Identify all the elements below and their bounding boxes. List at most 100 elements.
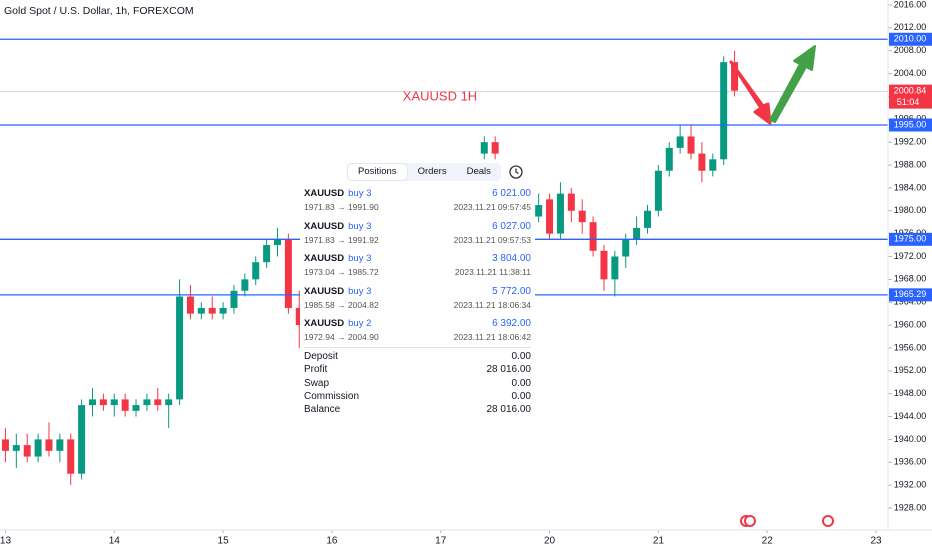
level-label: 1965.29 <box>894 289 927 299</box>
line: 1971.83 → 1991.90 2023.11.21 09:57:45 <box>304 202 531 215</box>
candle-body <box>698 153 706 171</box>
y-tick-label: 1980.00 <box>894 205 927 215</box>
level-label: 1975.00 <box>894 234 927 244</box>
y-tick-label: 1968.00 <box>894 274 927 284</box>
candle-body <box>556 193 564 234</box>
side: buy 3 <box>348 220 372 232</box>
level-label: 1995.00 <box>894 119 927 129</box>
last-price-label: 2000.84 <box>894 86 927 96</box>
symbol: XAUUSD <box>304 253 345 264</box>
candle-body <box>622 239 630 257</box>
prices: 1971.83 → 1991.90 <box>304 202 379 212</box>
candle-body <box>99 399 107 406</box>
y-tick-label: 2016.00 <box>894 0 927 9</box>
candle-body <box>274 239 281 246</box>
candle-body <box>567 193 575 211</box>
candle-body <box>589 222 597 251</box>
line: XAUUSD buy 3 6 021.00 <box>304 188 531 201</box>
candle-body <box>600 250 608 280</box>
tab[interactable]: Positions <box>348 164 407 180</box>
summary-value: 28 016.00 <box>486 364 532 376</box>
line: XAUUSD buy 2 6 392.00 <box>304 318 531 331</box>
side: buy 3 <box>348 285 372 297</box>
y-tick-label: 1960.00 <box>894 319 927 329</box>
y-tick-label: 1948.00 <box>894 388 927 398</box>
y-tick-label: 1972.00 <box>894 251 927 261</box>
line: 1973.04 → 1985.72 2023.11.21 11:38:11 <box>304 267 531 280</box>
line: 1985.58 → 2004.82 2023.11.21 18:06:34 <box>304 300 531 313</box>
countdown: 51:04 <box>897 97 920 107</box>
position-row: XAUUSD buy 3 5 772.00 1985.58 → 2004.82 2023… <box>304 286 531 316</box>
candle-body <box>720 62 728 160</box>
candle-body <box>186 296 194 314</box>
candle-body <box>709 159 717 171</box>
candle-body <box>1 439 9 451</box>
time: 2023.11.21 18:06:34 <box>453 299 531 310</box>
tabs: Positions Orders Deals <box>347 163 501 181</box>
y-tick-label: 1944.00 <box>894 411 927 421</box>
tab[interactable]: Orders <box>417 166 447 177</box>
amount: 6 392.00 <box>492 318 531 329</box>
summary-row: Commission 0.00 <box>304 391 531 402</box>
prices: 1971.83 → 1991.92 <box>304 234 379 245</box>
candle-body <box>241 279 249 291</box>
line: 1971.83 → 1991.92 2023.11.21 09:57:53 <box>304 235 531 248</box>
x-tick-label: 23 <box>870 536 882 547</box>
candle-body <box>12 445 20 451</box>
candle-body <box>535 205 543 217</box>
y-tick-label: 1932.00 <box>894 480 927 490</box>
summary-value: 0.00 <box>511 377 531 389</box>
clock-icon[interactable] <box>508 164 524 180</box>
candle-body <box>56 439 64 451</box>
x-tick-label: 22 <box>762 536 774 547</box>
line: XAUUSD buy 3 5 772.00 <box>304 286 531 299</box>
arrow-up <box>769 45 816 123</box>
y-tick-label: 2004.00 <box>894 68 927 78</box>
grid <box>0 4 892 533</box>
summary-value: 28 016.00 <box>486 404 532 416</box>
x-tick-label: 15 <box>218 536 230 547</box>
candle-body <box>165 399 173 406</box>
candle-body <box>491 142 499 154</box>
x-tick-label: 20 <box>544 536 556 547</box>
candle-body <box>295 307 303 326</box>
candle-body <box>676 136 684 148</box>
y-tick-label: 1964.00 <box>894 297 927 307</box>
side: buy 3 <box>348 188 372 199</box>
symbol: XAUUSD <box>304 285 345 297</box>
time: 2023.11.21 09:57:53 <box>453 234 531 245</box>
candle-body <box>121 399 129 411</box>
candle-body <box>546 199 554 234</box>
y-tick-label: 1956.00 <box>894 342 927 352</box>
amount: 6 021.00 <box>492 188 531 199</box>
divider <box>304 347 531 348</box>
position-row: XAUUSD buy 3 6 021.00 1971.83 → 1991.90 2023… <box>304 188 531 218</box>
summary-label: Swap <box>304 377 330 389</box>
prices: 1972.94 → 2004.90 <box>304 332 379 342</box>
symbol: XAUUSD <box>304 318 345 329</box>
candle-body <box>78 405 86 474</box>
event-icon <box>740 515 756 527</box>
y-tick-label: 1952.00 <box>894 365 927 375</box>
candle-body <box>263 245 271 263</box>
summary-row: Balance 28 016.00 <box>304 404 531 415</box>
candle-body <box>197 307 205 314</box>
candle-body <box>654 170 662 211</box>
line: 1972.94 → 2004.90 2023.11.21 18:06:42 <box>304 332 531 345</box>
time: 2023.11.21 09:57:45 <box>453 202 531 212</box>
candle-body <box>23 445 31 457</box>
candle-body <box>665 147 673 171</box>
position-row: XAUUSD buy 3 3 804.00 1973.04 → 1985.72 2023… <box>304 253 531 283</box>
position-row: XAUUSD buy 2 6 392.00 1972.94 → 2004.90 2023… <box>304 318 531 348</box>
summary-value: 0.00 <box>511 390 531 402</box>
candle-body <box>110 399 118 406</box>
arrow-down <box>729 60 772 125</box>
marks <box>0 38 888 486</box>
y-tick-label: 1992.00 <box>894 137 927 147</box>
last-price-box <box>889 84 932 109</box>
y-tick-label: 2012.00 <box>894 22 927 32</box>
tab[interactable]: Deals <box>466 166 491 177</box>
